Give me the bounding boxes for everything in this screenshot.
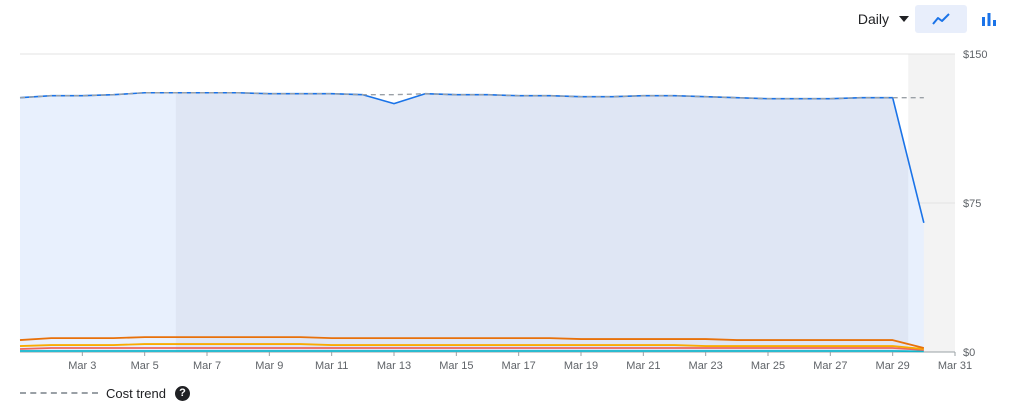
axes: $0 $75 $150 Mar 3 Mar 5 Mar 7 Mar 9 Mar 11 Mar 1… bbox=[68, 49, 987, 372]
line-chart-icon bbox=[932, 13, 950, 25]
x-tick-label: Mar 19 bbox=[564, 360, 598, 372]
cost-trend-swatch bbox=[20, 392, 98, 394]
x-tick-label: Mar 21 bbox=[626, 360, 660, 372]
granularity-label: Daily bbox=[857, 11, 889, 27]
x-tick-label: Mar 27 bbox=[813, 360, 847, 372]
area-layer bbox=[20, 92, 924, 353]
x-tick-label: Mar 23 bbox=[689, 360, 723, 372]
x-tick-label: Mar 7 bbox=[193, 360, 221, 372]
x-tick-label: Mar 29 bbox=[876, 360, 910, 372]
x-tick-label: Mar 9 bbox=[255, 360, 283, 372]
bar-chart-icon bbox=[982, 13, 996, 26]
granularity-dropdown[interactable]: Daily bbox=[850, 4, 915, 34]
line-view-button[interactable] bbox=[915, 5, 967, 33]
y-tick-label: $0 bbox=[963, 347, 975, 359]
series-line bbox=[19, 347, 924, 351]
y-tick-label: $150 bbox=[963, 49, 987, 61]
series-area-highlight bbox=[175, 92, 909, 352]
cost-trend-label: Cost trend bbox=[106, 385, 166, 401]
chart-toolbar: Daily bbox=[850, 4, 1011, 34]
x-tick-label: Mar 25 bbox=[751, 360, 785, 372]
chart-legend: Cost trend ? bbox=[20, 384, 190, 402]
series-lines bbox=[19, 91, 925, 353]
series-line bbox=[19, 336, 925, 349]
x-tick-label: Mar 31 bbox=[938, 360, 972, 372]
x-tick-label: Mar 3 bbox=[68, 360, 96, 372]
y-tick-label: $75 bbox=[963, 198, 981, 210]
x-tick-label: Mar 13 bbox=[377, 360, 411, 372]
x-tick-label: Mar 11 bbox=[315, 360, 348, 372]
dropdown-caret-icon bbox=[899, 16, 909, 22]
bar-view-button[interactable] bbox=[967, 5, 1011, 33]
x-tick-label: Mar 17 bbox=[502, 360, 536, 372]
help-icon[interactable]: ? bbox=[174, 385, 190, 401]
cost-trend-line bbox=[19, 92, 924, 100]
series-line bbox=[19, 343, 924, 350]
x-tick-label: Mar 15 bbox=[439, 360, 473, 372]
x-tick-label: Mar 5 bbox=[131, 360, 159, 372]
